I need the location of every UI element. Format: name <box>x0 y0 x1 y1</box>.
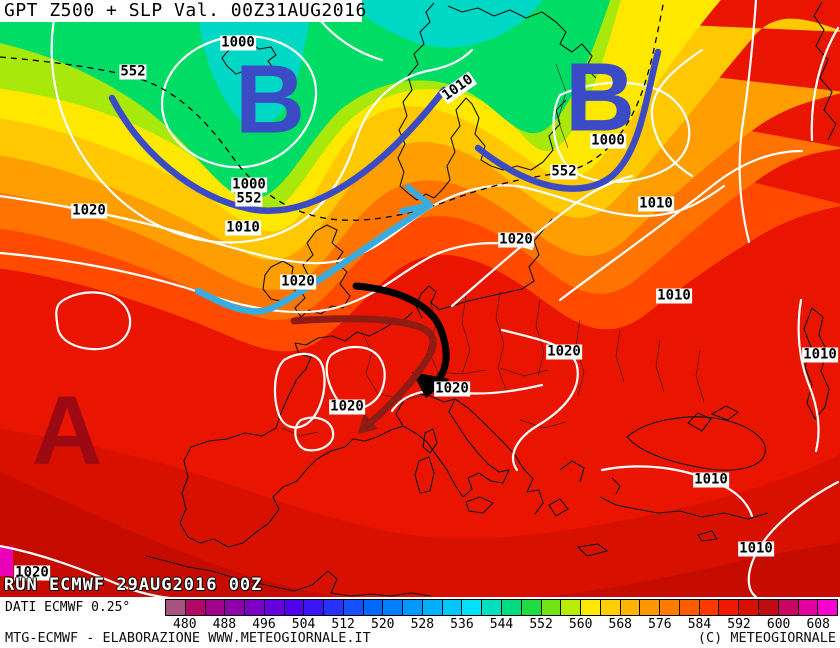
color-scale-segment <box>264 600 285 615</box>
contour-label: 1020 <box>546 343 582 360</box>
color-scale-segment <box>324 600 344 615</box>
color-scale-segment <box>699 600 720 615</box>
color-scale-tick: 552 <box>529 617 553 632</box>
cold-drop-arrow-line <box>352 282 450 382</box>
contour-label: 1020 <box>14 564 50 581</box>
color-scale-segment <box>482 600 503 615</box>
trough-axis-west-line <box>108 86 448 214</box>
color-scale-segment <box>225 600 246 615</box>
z500-color-bands <box>0 0 840 597</box>
contour-label: 1010 <box>225 219 261 236</box>
color-scale-segment <box>798 600 819 615</box>
color-scale-tick: 592 <box>727 617 751 632</box>
color-scale-bar <box>165 599 838 616</box>
contour-label: 1010 <box>656 287 692 304</box>
color-scale-segment <box>739 600 759 615</box>
legend: DATI ECMWF 0.25° 480 488 496 504 512 520 528 53… <box>0 597 840 648</box>
color-scale-segment <box>422 600 443 615</box>
contour-label: 1020 <box>71 202 107 219</box>
warm-flow-arrowhead <box>358 413 378 434</box>
color-scale-segment <box>521 600 542 615</box>
contour-label: 1010 <box>802 346 838 363</box>
contour-label: 1000 <box>590 132 626 149</box>
pressure-center-b: B <box>564 42 636 152</box>
color-scale-segment <box>245 600 265 615</box>
color-scale-segment <box>640 600 661 615</box>
color-scale-segment <box>343 600 364 615</box>
gpt-552-contour <box>0 0 665 221</box>
cool-flow-arrow-line <box>194 201 434 315</box>
warm-flow-arrow-line <box>290 315 437 427</box>
map-area: GPT Z500 + SLP Val. 00Z31AUG2016 RUN ECM… <box>0 0 840 597</box>
contour-label: 552 <box>235 190 263 207</box>
color-scale-tick: 512 <box>331 617 355 632</box>
color-scale-segment <box>502 600 522 615</box>
annotation-arrows <box>108 48 662 434</box>
contour-label: 1010 <box>693 471 729 488</box>
color-scale-tick: 496 <box>252 617 276 632</box>
color-scale-tick: 568 <box>608 617 632 632</box>
credit-elaboration: MTG-ECMWF - ELABORAZIONE WWW.METEOGIORNA… <box>5 630 371 646</box>
color-scale-segment <box>185 600 206 615</box>
contour-label: 1010 <box>738 540 774 557</box>
out-of-range-patch <box>0 546 13 576</box>
color-scale-segment <box>363 600 384 615</box>
trough-axis-east-line <box>474 48 662 192</box>
color-scale-tick: 480 <box>173 617 197 632</box>
cold-drop-arrowhead <box>412 372 450 398</box>
color-scale-tick: 576 <box>648 617 672 632</box>
color-scale-tick: 560 <box>568 617 593 632</box>
color-scale-segment <box>166 600 186 615</box>
color-scale-segment <box>561 600 582 615</box>
color-scale-segment <box>442 600 463 615</box>
color-scale-segment <box>383 600 404 615</box>
contour-label: 1020 <box>434 380 470 397</box>
contour-label: 552 <box>119 63 147 80</box>
color-scale-segment <box>205 600 226 615</box>
color-scale-segment <box>818 600 838 615</box>
geopotential-field-map <box>0 0 840 597</box>
pressure-center-b: B <box>234 44 306 154</box>
color-scale-segment <box>304 600 325 615</box>
color-scale-segment <box>660 600 680 615</box>
contour-label: 1000 <box>220 34 256 51</box>
color-scale-segment <box>719 600 740 615</box>
color-scale-segment <box>679 600 700 615</box>
color-scale-tick: 520 <box>370 617 395 632</box>
contour-label: 1020 <box>329 398 365 415</box>
color-scale-ticks: 480 488 496 504 512 520 528 536 544 552 560 568 576 5… <box>0 617 840 632</box>
color-scale-segment <box>620 600 641 615</box>
contour-label: 1000 <box>231 176 267 193</box>
pressure-center-a: A <box>31 375 103 485</box>
color-scale-segment <box>600 600 621 615</box>
color-scale-tick: 600 <box>766 617 791 632</box>
cool-flow-arrowhead <box>399 184 433 214</box>
contour-label: 1020 <box>280 273 316 290</box>
credit-copyright: (C) METEOGIORNALE <box>697 630 836 646</box>
color-scale-tick: 528 <box>410 617 435 632</box>
map-title: GPT Z500 + SLP Val. 00Z31AUG2016 <box>0 0 366 22</box>
color-scale-segment <box>284 600 305 615</box>
legend-dati-label: DATI ECMWF 0.25° <box>5 600 131 615</box>
run-label: RUN ECMWF 29AUG2016 00Z <box>4 575 263 595</box>
color-scale-segment <box>541 600 562 615</box>
color-scale-tick: 544 <box>489 617 514 632</box>
color-scale-segment <box>403 600 423 615</box>
color-scale-segment <box>758 600 779 615</box>
color-scale-tick: 488 <box>212 617 237 632</box>
contour-label: 1020 <box>498 231 534 248</box>
color-scale-tick: 608 <box>806 617 830 632</box>
color-scale-segment <box>462 600 483 615</box>
color-scale-segment <box>581 600 601 615</box>
color-scale-tick: 536 <box>450 617 474 632</box>
contour-label: 1010 <box>638 195 674 212</box>
color-scale-tick: 504 <box>291 617 316 632</box>
color-scale-segment <box>778 600 799 615</box>
contour-label: 552 <box>550 163 578 180</box>
color-scale-tick: 584 <box>687 617 712 632</box>
